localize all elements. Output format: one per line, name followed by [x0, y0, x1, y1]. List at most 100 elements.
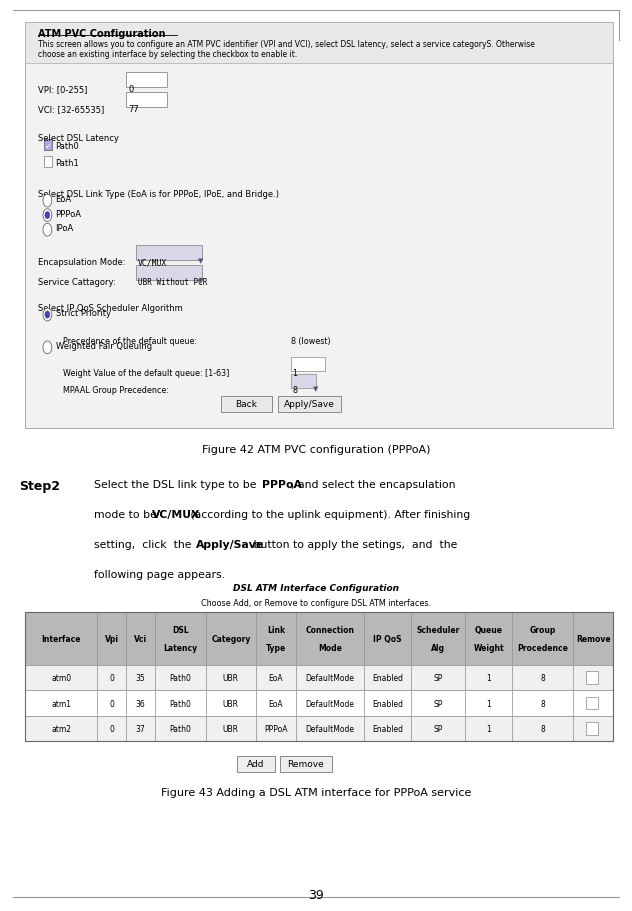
Text: UBR: UBR [223, 699, 239, 708]
FancyBboxPatch shape [136, 266, 202, 281]
Text: (according to the uplink equipment). After finishing: (according to the uplink equipment). Aft… [187, 509, 470, 519]
Text: Weighted Fair Queuing: Weighted Fair Queuing [56, 342, 152, 351]
FancyBboxPatch shape [25, 612, 613, 665]
Text: Vci: Vci [134, 634, 147, 643]
Text: Path0: Path0 [169, 673, 191, 682]
Text: Apply/Save: Apply/Save [284, 400, 335, 409]
FancyBboxPatch shape [291, 358, 325, 372]
Text: Vpi: Vpi [105, 634, 119, 643]
Text: Strict Priority: Strict Priority [56, 309, 111, 318]
FancyBboxPatch shape [44, 157, 52, 168]
FancyBboxPatch shape [25, 691, 613, 716]
Text: Link: Link [267, 625, 285, 634]
Text: Encapsulation Mode:: Encapsulation Mode: [38, 258, 125, 267]
Text: VC/MUX: VC/MUX [152, 509, 200, 519]
Text: Enabled: Enabled [372, 724, 403, 733]
Text: 35: 35 [136, 673, 145, 682]
Text: SP: SP [434, 699, 443, 708]
Text: Back: Back [236, 400, 257, 409]
Text: Precedence of the default queue:: Precedence of the default queue: [63, 336, 197, 345]
FancyBboxPatch shape [586, 722, 598, 735]
Text: Remove: Remove [576, 634, 611, 643]
FancyBboxPatch shape [237, 756, 275, 773]
Circle shape [43, 309, 52, 322]
FancyBboxPatch shape [126, 73, 167, 87]
Text: SP: SP [434, 673, 443, 682]
FancyBboxPatch shape [221, 396, 272, 413]
Text: Path0: Path0 [169, 699, 191, 708]
Text: setting,  click  the: setting, click the [94, 539, 195, 549]
Text: Figure 43 Adding a DSL ATM interface for PPPoA service: Figure 43 Adding a DSL ATM interface for… [161, 787, 471, 797]
Text: Remove: Remove [288, 759, 324, 768]
Text: 0: 0 [109, 673, 114, 682]
Text: Select DSL Latency: Select DSL Latency [38, 134, 119, 143]
Text: atm1: atm1 [51, 699, 71, 708]
Text: Step2: Step2 [19, 479, 60, 492]
Text: DefaultMode: DefaultMode [305, 673, 355, 682]
Circle shape [43, 195, 52, 208]
Text: 77: 77 [128, 105, 139, 114]
Text: Weight Value of the default queue: [1-63]: Weight Value of the default queue: [1-63… [63, 369, 229, 378]
FancyBboxPatch shape [280, 756, 332, 773]
FancyBboxPatch shape [44, 140, 52, 151]
Text: 39: 39 [308, 888, 324, 901]
Text: UBR: UBR [223, 724, 239, 733]
Text: Apply/Save: Apply/Save [196, 539, 264, 549]
Text: Interface: Interface [42, 634, 81, 643]
Text: Weight: Weight [473, 643, 504, 652]
Text: VC/MUX: VC/MUX [138, 258, 167, 267]
Text: 8: 8 [540, 673, 545, 682]
Text: 0: 0 [128, 85, 133, 94]
Text: ▼: ▼ [198, 258, 204, 264]
FancyBboxPatch shape [25, 23, 613, 428]
Text: Path1: Path1 [56, 159, 80, 168]
Text: ATM PVC Configuration: ATM PVC Configuration [38, 29, 166, 39]
Text: Type: Type [266, 643, 286, 652]
Text: 8 (lowest): 8 (lowest) [291, 336, 331, 345]
Text: SP: SP [434, 724, 443, 733]
Text: 8: 8 [293, 385, 298, 394]
Text: DSL: DSL [172, 625, 188, 634]
Text: Service Cattagory:: Service Cattagory: [38, 278, 116, 287]
Text: EoA: EoA [269, 673, 283, 682]
Text: 1: 1 [486, 724, 491, 733]
FancyBboxPatch shape [291, 374, 316, 388]
Text: PPPoA: PPPoA [262, 479, 302, 489]
Circle shape [45, 312, 50, 319]
Text: VPI: [0-255]: VPI: [0-255] [38, 85, 87, 94]
Text: Queue: Queue [475, 625, 502, 634]
Text: Procedence: Procedence [517, 643, 568, 652]
Text: Path0: Path0 [56, 142, 80, 151]
Text: Enabled: Enabled [372, 673, 403, 682]
Text: DSL ATM Interface Configuration: DSL ATM Interface Configuration [233, 583, 399, 592]
Circle shape [43, 342, 52, 354]
FancyBboxPatch shape [25, 23, 613, 64]
Text: Choose Add, or Remove to configure DSL ATM interfaces.: Choose Add, or Remove to configure DSL A… [201, 599, 431, 608]
Text: atm0: atm0 [51, 673, 71, 682]
Text: 1: 1 [486, 673, 491, 682]
FancyBboxPatch shape [278, 396, 341, 413]
Text: ✓: ✓ [45, 142, 51, 151]
Text: UBR Without PCR: UBR Without PCR [138, 278, 207, 287]
Text: atm2: atm2 [51, 724, 71, 733]
FancyBboxPatch shape [126, 93, 167, 107]
Text: 8: 8 [540, 699, 545, 708]
Text: Category: Category [211, 634, 250, 643]
FancyBboxPatch shape [25, 665, 613, 691]
Text: Add: Add [247, 759, 265, 768]
Text: Latency: Latency [163, 643, 197, 652]
Text: Mode: Mode [318, 643, 342, 652]
Text: PPPoA: PPPoA [56, 210, 82, 219]
FancyBboxPatch shape [586, 697, 598, 710]
Circle shape [45, 212, 50, 220]
Text: IPoA: IPoA [56, 224, 74, 233]
Text: DefaultMode: DefaultMode [305, 724, 355, 733]
Text: Figure 42 ATM PVC configuration (PPPoA): Figure 42 ATM PVC configuration (PPPoA) [202, 445, 430, 455]
Text: DefaultMode: DefaultMode [305, 699, 355, 708]
Text: Connection: Connection [305, 625, 355, 634]
Text: Select the DSL link type to be: Select the DSL link type to be [94, 479, 260, 489]
Text: UBR: UBR [223, 673, 239, 682]
Text: 8: 8 [540, 724, 545, 733]
Text: This screen allows you to configure an ATM PVC identifier (VPI and VCI), select : This screen allows you to configure an A… [38, 40, 535, 49]
Text: MPAAL Group Precedence:: MPAAL Group Precedence: [63, 385, 169, 394]
